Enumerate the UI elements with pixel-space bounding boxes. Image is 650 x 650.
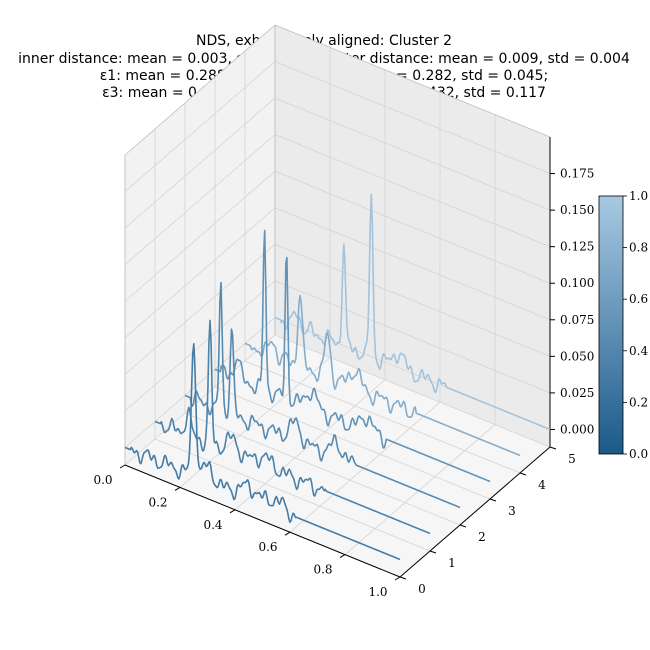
- tick-mark: [489, 498, 497, 502]
- x-tick-label: 0.8: [313, 563, 332, 577]
- y-tick-label: 2: [478, 530, 486, 544]
- colorbar-tick-label: 1.0: [629, 189, 648, 203]
- pane-back: [275, 25, 550, 447]
- z-tick-label: 0.025: [560, 386, 594, 400]
- colorbar-tick-label: 0.8: [629, 241, 648, 255]
- y-axis-line: [399, 446, 551, 578]
- series-line-4: [244, 294, 521, 457]
- grid-z-back: [274, 207, 551, 321]
- grid-z-back: [274, 243, 551, 357]
- y-tick-label: 0: [418, 582, 426, 596]
- grid-z-left: [124, 280, 276, 412]
- series-lines: [124, 193, 551, 561]
- x-tick-label: 1.0: [368, 585, 387, 599]
- grid-z-left: [124, 317, 276, 448]
- tick-mark: [549, 446, 557, 450]
- tick-mark: [339, 554, 346, 559]
- x-tick-label: 0.4: [203, 518, 222, 532]
- tick-mark: [229, 509, 236, 514]
- grid-z-left: [124, 134, 276, 265]
- x-tick-label: 0.0: [93, 473, 112, 487]
- grid-y-floor: [244, 360, 521, 474]
- y-tick-label: 1: [448, 556, 456, 570]
- colorbar: 0.0 0.2 0.4 0.6 0.8 1.0: [598, 189, 648, 461]
- z-tick-label: 0.100: [560, 276, 594, 290]
- colorbar-tick-label: 0.0: [629, 447, 648, 461]
- tick-mark: [429, 550, 437, 554]
- tick-mark: [399, 576, 407, 580]
- grid-z-left: [124, 207, 276, 339]
- z-tick-label: 0.050: [560, 349, 594, 363]
- tick-mark: [119, 464, 126, 469]
- grid-z-left: [124, 170, 276, 302]
- x-tick-label: 0.2: [148, 495, 167, 509]
- series-line-5: [274, 193, 551, 431]
- colorbar-tick-label: 0.2: [629, 395, 648, 409]
- grid-z-back: [274, 61, 551, 174]
- y-tick-label: 5: [568, 452, 576, 466]
- grid-z-back: [274, 280, 551, 394]
- grid-z-left: [124, 61, 276, 192]
- grid-z-back: [274, 97, 551, 211]
- series-line-3: [214, 229, 491, 483]
- tick-mark: [394, 576, 401, 581]
- axis-panes: [125, 25, 550, 577]
- tick-mark: [174, 486, 181, 491]
- z-tick-label: 0.125: [560, 240, 594, 254]
- grid-z-back: [274, 170, 551, 284]
- tick-labels: 0.0 0.2 0.4 0.6 0.8 1.0 0 1 2 3 4 5 0.000 0.025 0.050 0…: [93, 167, 594, 599]
- grid-x-floor: [344, 424, 496, 555]
- series-line-1: [154, 319, 431, 535]
- tick-mark: [459, 524, 467, 528]
- series-line-2: [184, 281, 461, 509]
- grid-z-left: [124, 97, 276, 229]
- z-tick-label: 0.075: [560, 313, 594, 327]
- y-tick-label: 3: [508, 504, 516, 518]
- grid-z-back: [274, 134, 551, 248]
- x-axis-line: [124, 464, 401, 578]
- colorbar-tick-label: 0.6: [629, 292, 648, 306]
- axis-lines: [119, 137, 557, 581]
- grid-x-floor: [289, 401, 441, 533]
- tick-mark: [519, 472, 527, 476]
- z-tick-label: 0.175: [560, 167, 594, 181]
- grid-y-floor: [154, 438, 431, 552]
- colorbar-gradient: [598, 195, 624, 455]
- pane-edge-top-back: [274, 24, 551, 138]
- grid-x-floor: [179, 357, 331, 488]
- z-tick-label: 0.150: [560, 203, 594, 217]
- pane-floor: [125, 335, 550, 577]
- y-tick-label: 4: [538, 478, 546, 492]
- grid-y-floor: [214, 386, 491, 500]
- z-tick-label: 0.000: [560, 423, 594, 437]
- pane-edge-top-left: [124, 24, 276, 156]
- pane-left: [125, 25, 275, 465]
- tick-mark: [284, 531, 291, 536]
- grid-z-left: [124, 244, 276, 375]
- grid-y-floor: [274, 334, 551, 448]
- x-tick-label: 0.6: [258, 540, 277, 554]
- series-line-0: [124, 342, 401, 561]
- grid-y-floor: [184, 412, 461, 526]
- colorbar-tick-label: 0.4: [629, 344, 648, 358]
